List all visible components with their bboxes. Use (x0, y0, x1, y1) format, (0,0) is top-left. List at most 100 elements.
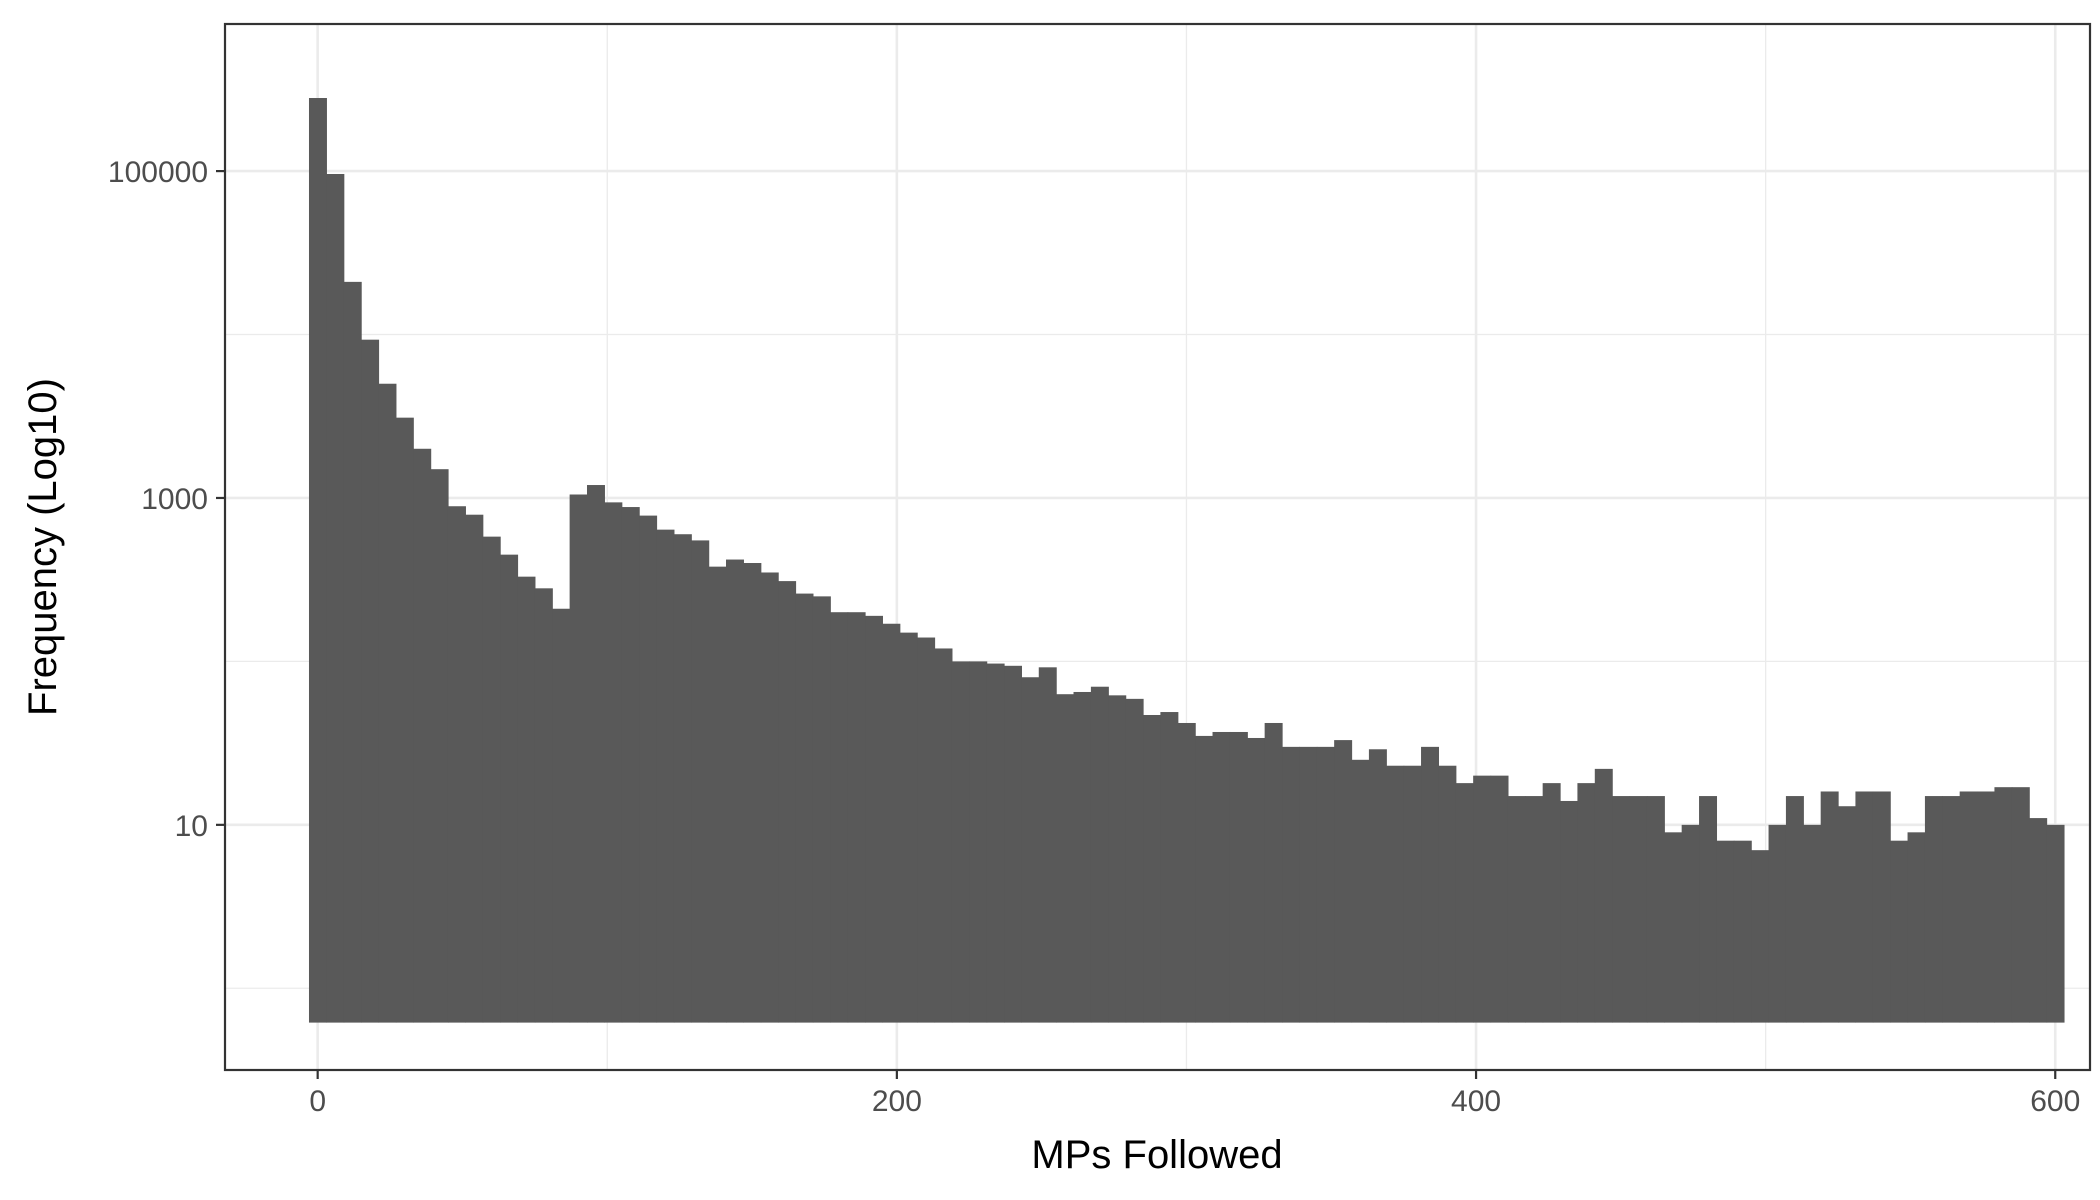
histogram-bar (1959, 791, 1978, 1023)
histogram-bar (1108, 695, 1127, 1023)
histogram-bar (378, 383, 397, 1023)
x-tick-label: 600 (2030, 1085, 2080, 1118)
histogram-bar (517, 576, 536, 1023)
histogram-bar (1664, 832, 1683, 1023)
histogram-bar (1594, 768, 1613, 1023)
histogram-bar (673, 534, 692, 1023)
histogram-bar (1855, 791, 1874, 1023)
histogram-bar (1403, 765, 1422, 1023)
y-axis-title: Frequency (Log10) (21, 378, 65, 716)
histogram-bar (1699, 796, 1718, 1023)
histogram-bar (812, 596, 831, 1023)
y-tick-label: 10 (175, 810, 208, 843)
histogram-bar (1907, 832, 1926, 1023)
histogram-bar (1629, 796, 1648, 1023)
y-tick-label: 100000 (108, 156, 208, 189)
histogram-bar (917, 637, 936, 1023)
histogram-bar (708, 566, 727, 1023)
histogram-bar (1073, 691, 1092, 1023)
histogram-bar (1021, 677, 1040, 1023)
x-tick-label: 400 (1451, 1085, 1501, 1118)
histogram-bar (1421, 746, 1440, 1023)
histogram-bar (308, 98, 327, 1023)
histogram-bar (847, 612, 866, 1023)
histogram-bar (865, 615, 883, 1023)
histogram-bar (1542, 783, 1561, 1023)
histogram-bar (1438, 765, 1457, 1023)
histogram-bar (1473, 775, 1492, 1023)
histogram-bar (1768, 824, 1787, 1023)
histogram-bar (465, 514, 484, 1023)
histogram-bar (1525, 796, 1544, 1023)
histogram-bar (1872, 791, 1891, 1023)
histogram-bar (1977, 791, 1996, 1023)
histogram-bar (1681, 824, 1700, 1023)
histogram-bar (1195, 735, 1214, 1023)
histogram-bar (2029, 818, 2048, 1023)
histogram-bar (795, 593, 814, 1023)
histogram-bar (1560, 800, 1579, 1023)
histogram-bar (1733, 840, 1752, 1023)
histogram-bar (1282, 746, 1301, 1023)
histogram-bar (569, 494, 588, 1023)
histogram-bar (621, 507, 640, 1023)
histogram-bar (726, 559, 744, 1023)
histogram-bar (1924, 796, 1943, 1023)
histogram-bar (691, 540, 710, 1023)
histogram-bar (413, 448, 432, 1023)
histogram-bar (1143, 714, 1161, 1023)
histogram-bar (1316, 746, 1335, 1023)
histogram-bar (343, 281, 362, 1023)
histogram-bar (778, 581, 797, 1023)
histogram-bar (656, 529, 675, 1023)
histogram-bar (1646, 796, 1665, 1023)
histogram-bar (1229, 731, 1248, 1023)
histogram-bar (1368, 749, 1387, 1023)
histogram-bar (969, 661, 988, 1023)
histogram-bar (934, 648, 953, 1023)
histogram-bar (586, 485, 605, 1023)
histogram-bar (1125, 698, 1144, 1023)
histogram-bar (1386, 765, 1405, 1023)
histogram-bar (899, 632, 918, 1023)
histogram-bar (1890, 840, 1909, 1023)
histogram-bar (534, 588, 553, 1023)
histogram-bar (1803, 824, 1822, 1023)
histogram-bar (604, 502, 623, 1023)
histogram-bar (760, 572, 779, 1023)
histogram-bar (1577, 783, 1596, 1023)
x-axis-title: MPs Followed (1031, 1133, 1282, 1177)
histogram-bar (639, 515, 658, 1023)
panel-border (223, 22, 2092, 1072)
histogram-bar (1751, 850, 1770, 1023)
histogram-bars (308, 98, 2065, 1023)
histogram-bar (1716, 840, 1735, 1023)
histogram-bar (1994, 787, 2013, 1023)
histogram-bar (1038, 667, 1057, 1023)
histogram-bar (1785, 796, 1804, 1023)
histogram-bar (482, 536, 501, 1023)
histogram-bar (395, 417, 414, 1023)
histogram-bar (830, 612, 849, 1023)
histogram-bar (1820, 791, 1839, 1023)
histogram-bar (1090, 686, 1109, 1023)
histogram-bar (882, 623, 901, 1023)
histogram-bar (1351, 759, 1370, 1023)
histogram-bar (552, 608, 571, 1023)
histogram-bar (1212, 731, 1231, 1023)
y-tick-label: 1000 (141, 483, 208, 516)
histogram-bar (447, 506, 466, 1023)
histogram-bar (1334, 740, 1353, 1023)
histogram-bar (1056, 694, 1075, 1023)
histogram-bar (430, 469, 449, 1023)
histogram-bar (1507, 796, 1526, 1023)
histogram-bar (2011, 787, 2030, 1023)
x-tick-label: 0 (309, 1085, 326, 1118)
histogram-bar (951, 661, 970, 1023)
histogram-bar (361, 339, 380, 1023)
histogram-bar (1247, 737, 1266, 1023)
histogram-bar (1004, 665, 1022, 1023)
histogram-bar (1490, 775, 1509, 1023)
x-tick-label: 200 (872, 1085, 922, 1118)
